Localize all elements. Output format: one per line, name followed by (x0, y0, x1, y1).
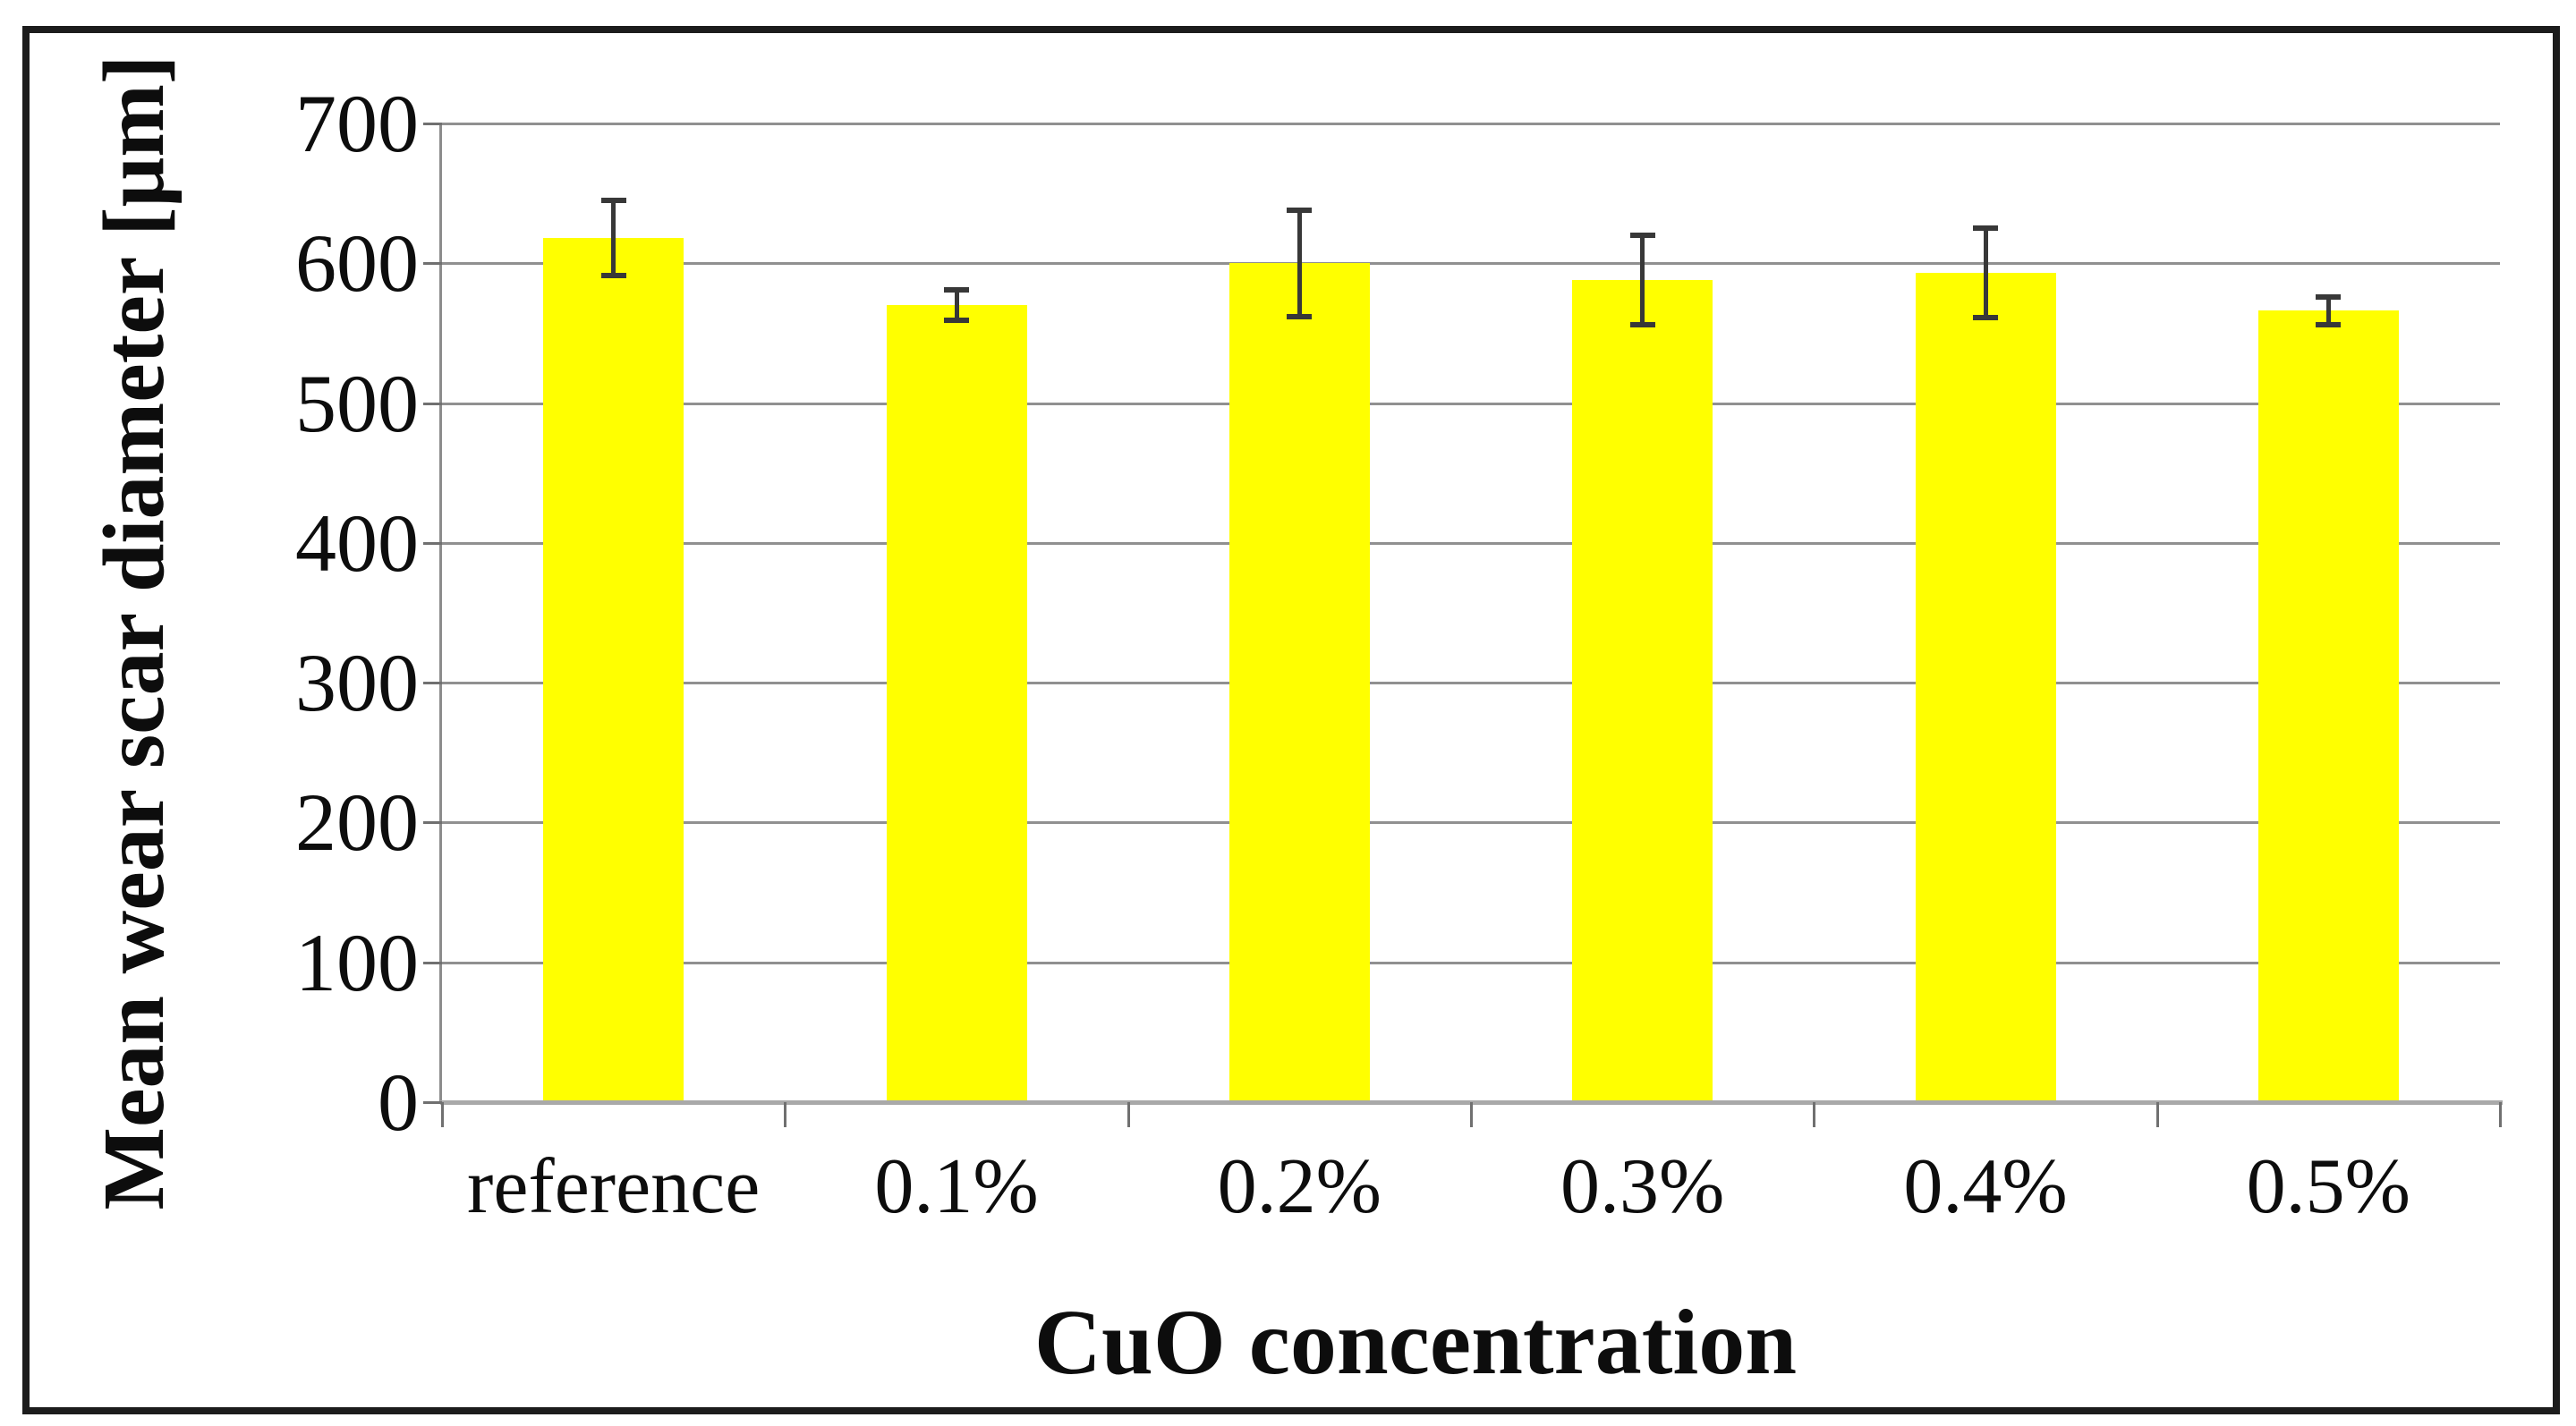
gridline-500 (442, 402, 2500, 405)
error-bar-line-reference (611, 199, 616, 276)
error-bar-line-0.5% (2325, 296, 2331, 326)
x-tick-3 (1470, 1102, 1473, 1127)
error-bar-cap-top-0.5% (2316, 293, 2342, 300)
error-bar-cap-bottom-0.4% (1973, 315, 1998, 321)
y-tick-label-400: 400 (295, 497, 419, 589)
y-tick-400 (423, 541, 442, 545)
x-tick-label-0.2%: 0.2% (1217, 1143, 1382, 1230)
gridline-400 (442, 541, 2500, 545)
bar-0.3% (1572, 280, 1713, 1102)
y-axis-line (439, 123, 442, 1102)
error-bar-line-0.2% (1297, 209, 1302, 317)
y-tick-300 (423, 682, 442, 685)
x-tick-label-0.5%: 0.5% (2246, 1143, 2410, 1230)
x-tick-label-reference: reference (467, 1143, 761, 1230)
y-tick-0 (423, 1101, 442, 1104)
y-tick-500 (423, 402, 442, 405)
y-tick-600 (423, 262, 442, 266)
error-bar-cap-bottom-0.2% (1287, 313, 1313, 319)
error-bar-line-0.4% (1983, 228, 1988, 318)
x-tick-label-0.3%: 0.3% (1560, 1143, 1725, 1230)
x-tick-1 (784, 1102, 787, 1127)
error-bar-cap-bottom-0.5% (2316, 322, 2342, 328)
x-tick-label-0.1%: 0.1% (874, 1143, 1039, 1230)
x-tick-0 (441, 1102, 444, 1127)
error-bar-cap-top-0.4% (1973, 225, 1998, 232)
x-tick-4 (1813, 1102, 1816, 1127)
y-tick-100 (423, 961, 442, 964)
error-bar-cap-bottom-reference (600, 273, 626, 279)
y-tick-label-600: 600 (295, 217, 419, 310)
bar-0.2% (1228, 263, 1370, 1102)
x-axis-title: CuO concentration (1033, 1291, 1798, 1394)
x-tick-label-0.4%: 0.4% (1903, 1143, 2068, 1230)
gridline-700 (442, 123, 2500, 125)
gridline-200 (442, 821, 2500, 825)
x-tick-5 (2155, 1102, 2159, 1127)
figure-border (22, 26, 2560, 1414)
gridline-600 (442, 262, 2500, 266)
bar-0.5% (2257, 310, 2399, 1102)
error-bar-cap-bottom-0.3% (1629, 322, 1655, 328)
y-tick-label-0: 0 (378, 1057, 419, 1148)
gridline-300 (442, 682, 2500, 685)
x-tick-6 (2499, 1102, 2502, 1127)
y-tick-label-500: 500 (295, 357, 419, 449)
error-bar-line-0.3% (1640, 235, 1645, 326)
y-tick-700 (423, 123, 442, 125)
x-tick-2 (1126, 1102, 1130, 1127)
y-axis-title: Mean wear scar diameter [μm] (86, 55, 183, 1210)
bar-0.1% (886, 305, 1027, 1102)
plot-area (439, 123, 2500, 1102)
error-bar-line-0.1% (954, 289, 959, 321)
error-bar-cap-top-0.3% (1629, 233, 1655, 239)
error-bar-cap-top-0.2% (1287, 207, 1313, 213)
gridline-100 (442, 961, 2500, 964)
y-tick-label-100: 100 (295, 916, 419, 1008)
y-tick-label-200: 200 (295, 777, 419, 869)
error-bar-cap-top-0.1% (944, 286, 969, 293)
y-tick-label-300: 300 (295, 637, 419, 729)
bar-0.4% (1915, 273, 2056, 1102)
y-tick-label-700: 700 (295, 78, 419, 169)
y-tick-200 (423, 821, 442, 825)
error-bar-cap-bottom-0.1% (944, 318, 969, 324)
bar-reference (543, 238, 684, 1102)
error-bar-cap-top-reference (600, 197, 626, 203)
